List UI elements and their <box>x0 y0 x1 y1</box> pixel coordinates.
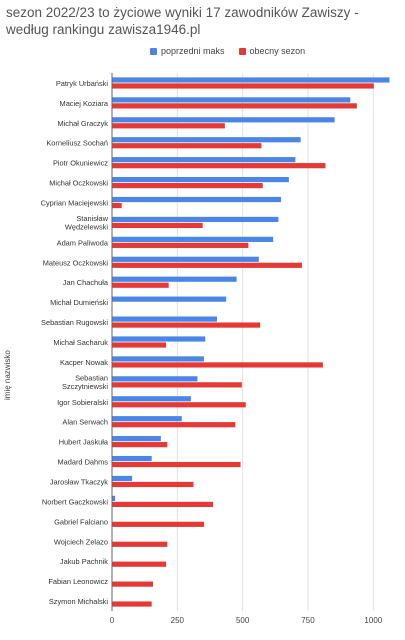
bar-obecny-sezon <box>112 143 262 149</box>
bar-poprzedni-maks <box>112 77 390 83</box>
bar-poprzedni-maks <box>112 157 296 163</box>
bar-poprzedni-maks <box>112 475 133 482</box>
bar-obecny-sezon <box>112 422 236 428</box>
bar-obecny-sezon <box>112 222 203 229</box>
bar-poprzedni-maks <box>112 236 274 242</box>
legend-label-series1: poprzedni maks <box>161 46 225 56</box>
bar-obecny-sezon <box>112 442 168 448</box>
legend-item-series2[interactable]: obecny sezon <box>238 46 306 56</box>
bar-obecny-sezon <box>112 342 167 348</box>
bar-obecny-sezon <box>112 601 152 607</box>
legend-swatch-series1 <box>150 47 157 55</box>
bar-poprzedni-maks <box>112 416 182 422</box>
bar-obecny-sezon <box>112 103 357 109</box>
bar-obecny-sezon <box>112 282 169 288</box>
y-tick-label: Jan Chachuła <box>63 278 109 287</box>
y-tick-label: Michał Oczkowski <box>49 179 108 188</box>
bar-obecny-sezon <box>112 262 302 268</box>
y-tick-label: Jarosław Tkaczyk <box>50 477 108 486</box>
bar-obecny-sezon <box>112 581 154 587</box>
y-tick-label: Michał Dumieński <box>50 298 108 307</box>
legend-label-series2: obecny sezon <box>249 46 306 56</box>
bar-poprzedni-maks <box>112 455 152 462</box>
chart-title: sezon 2022/23 to życiowe wyniki 17 zawod… <box>6 5 359 37</box>
y-tick-label: Gabriel Falciano <box>54 517 108 526</box>
x-tick-label: 750 <box>301 616 315 625</box>
y-tick-label: Madard Dahms <box>57 458 108 467</box>
y-tick-label: Stanisław Wędzelewski <box>65 214 109 232</box>
y-tick-label: Mateusz Oczkowski <box>43 258 109 267</box>
y-tick-label: Michał Graczyk <box>57 119 108 128</box>
bar-poprzedni-maks <box>112 436 161 442</box>
y-tick-label: Jakub Pachnik <box>60 557 108 566</box>
x-tick-label: 250 <box>171 616 185 625</box>
bar-obecny-sezon <box>112 501 214 508</box>
bar-obecny-sezon <box>112 402 246 408</box>
bar-poprzedni-maks <box>112 316 218 322</box>
bar-obecny-sezon <box>112 382 242 388</box>
y-tick-label: Hubert Jaskuła <box>59 438 109 447</box>
bar-poprzedni-maks <box>112 356 204 362</box>
bar-poprzedni-maks <box>112 117 335 123</box>
y-tick-label: Michał Sacharuk <box>53 338 108 347</box>
y-tick-label: Norbert Gaczkowski <box>42 497 108 506</box>
bar-obecny-sezon <box>112 322 261 328</box>
bar-poprzedni-maks <box>112 296 227 302</box>
bar-obecny-sezon <box>112 521 204 527</box>
y-tick-label: Igor Sobieralski <box>57 398 108 407</box>
y-tick-label: Kacper Nowak <box>60 358 108 367</box>
y-tick-label: Maciej Koziara <box>60 99 109 108</box>
bar-poprzedni-maks <box>112 176 289 183</box>
y-tick-label: Sebastian Rugowski <box>41 318 108 327</box>
y-tick-label: Adam Paliwoda <box>57 238 109 247</box>
bar-poprzedni-maks <box>112 256 259 262</box>
bar-poprzedni-maks <box>112 216 279 223</box>
bar-poprzedni-maks <box>112 196 282 203</box>
y-tick-label: Wojciech Zelazo <box>54 537 108 546</box>
y-tick-label-line: Wędzelewski <box>65 222 108 231</box>
bar-poprzedni-maks <box>112 376 198 382</box>
bar-obecny-sezon <box>112 481 194 488</box>
bar-poprzedni-maks <box>112 97 351 103</box>
bar-obecny-sezon <box>112 541 168 547</box>
bar-poprzedni-maks <box>112 137 301 143</box>
bar-obecny-sezon <box>112 461 241 468</box>
x-tick-label: 1000 <box>364 616 382 625</box>
y-tick-label-line: Stanisław <box>76 214 108 223</box>
legend-item-series1[interactable]: poprzedni maks <box>150 46 225 56</box>
y-tick-label: Patryk Urbański <box>56 79 109 88</box>
bar-obecny-sezon <box>112 182 263 189</box>
x-tick-label: 500 <box>236 616 250 625</box>
y-tick-label-line: Szczytniewski <box>62 382 108 391</box>
bar-poprzedni-maks <box>112 276 237 282</box>
x-tick-label: 0 <box>110 616 115 625</box>
y-tick-label: Sebastian Szczytniewski <box>62 373 108 391</box>
legend: poprzedni maks obecny sezon <box>150 46 305 56</box>
bar-obecny-sezon <box>112 123 225 129</box>
bar-poprzedni-maks <box>112 396 191 402</box>
y-tick-label: Cyprian Maciejewski <box>41 199 109 208</box>
legend-swatch-series2 <box>238 47 246 55</box>
bar-obecny-sezon <box>112 362 323 368</box>
bar-poprzedni-maks <box>112 336 206 342</box>
y-tick-label: Korneliusz Sochań <box>46 139 108 148</box>
y-tick-label: Szymon Michalski <box>49 597 108 606</box>
bar-obecny-sezon <box>112 83 374 89</box>
bar-obecny-sezon <box>112 561 167 567</box>
bar-obecny-sezon <box>112 202 122 209</box>
y-tick-label-line: Sebastian <box>75 373 108 382</box>
bar-obecny-sezon <box>112 242 249 248</box>
y-tick-label: Alan Serwach <box>62 418 108 427</box>
bar-obecny-sezon <box>112 163 326 169</box>
y-tick-label: Piotr Okuniewicz <box>53 159 108 168</box>
y-tick-label: Fabian Leonowicz <box>48 577 108 586</box>
bar-poprzedni-maks <box>112 495 116 502</box>
